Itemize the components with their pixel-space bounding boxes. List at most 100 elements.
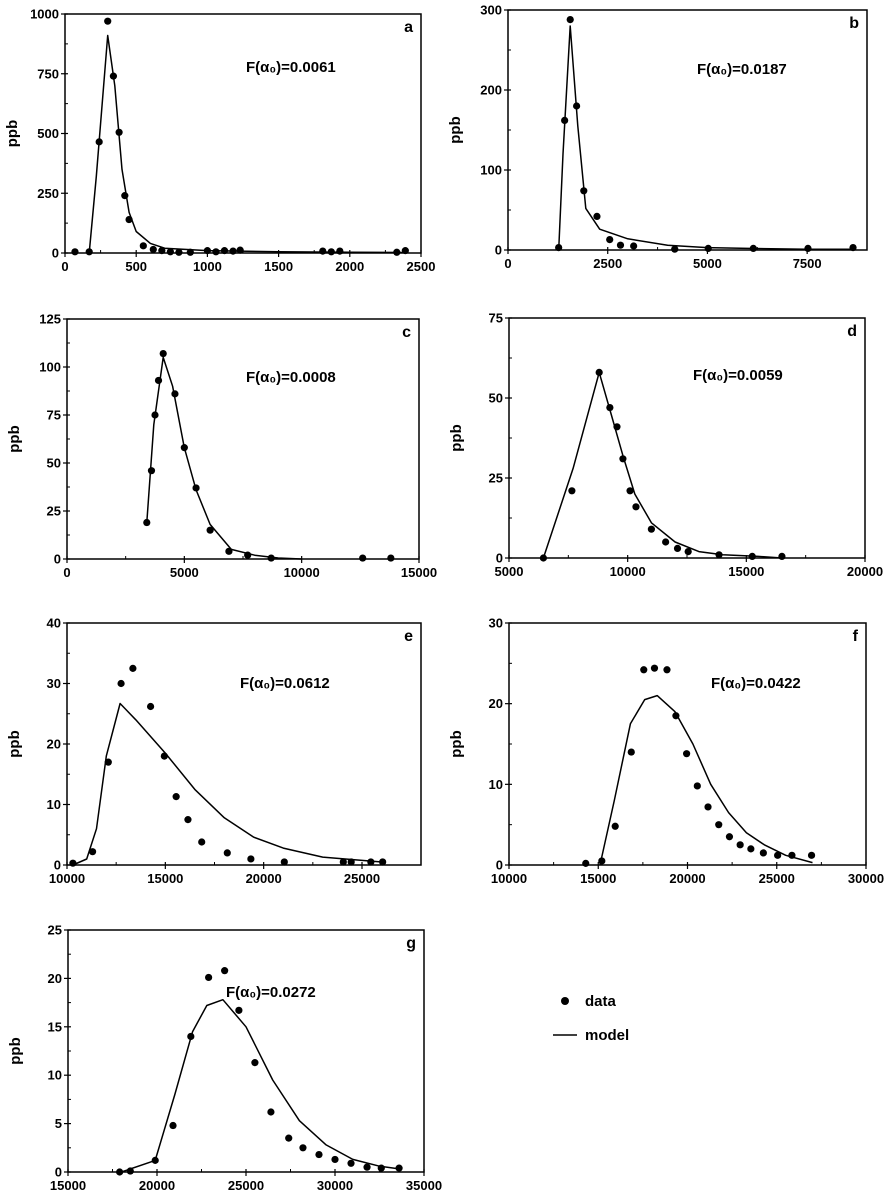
data-point-a-18 xyxy=(236,246,244,254)
data-point-b-8 xyxy=(630,242,638,250)
data-point-g-6 xyxy=(221,967,229,975)
model-line-e xyxy=(72,702,382,866)
ytick-label-g-1: 5 xyxy=(55,1116,62,1131)
data-point-b-2 xyxy=(566,16,574,24)
data-point-e-5 xyxy=(146,702,155,711)
data-point-b-6 xyxy=(606,236,614,244)
data-point-g-15 xyxy=(363,1163,371,1171)
data-point-f-0 xyxy=(582,859,590,867)
xtick-label-e-1: 15000 xyxy=(147,871,183,886)
xtick-label-g-1: 20000 xyxy=(139,1178,175,1193)
data-point-a-8 xyxy=(139,242,147,250)
legend-data-marker xyxy=(561,997,569,1005)
data-point-e-4 xyxy=(129,664,137,672)
data-point-g-14 xyxy=(347,1159,355,1167)
ytick-label-c-3: 75 xyxy=(47,408,61,423)
data-point-b-13 xyxy=(849,244,857,252)
model-line-a xyxy=(88,34,407,254)
panel-a: 0 250 500 750 1000 0 500 1000 1500 2000 2500 ppb a F(… xyxy=(4,7,435,275)
ytick-label-b-0: 0 xyxy=(495,243,502,258)
ytick-label-e-4: 40 xyxy=(47,616,61,631)
xtick-label-a-0: 0 xyxy=(61,259,68,274)
data-point-b-9 xyxy=(671,245,679,253)
ytick-label-a-0: 0 xyxy=(52,246,59,261)
data-point-f-11 xyxy=(715,821,723,829)
data-point-c-12 xyxy=(359,554,367,562)
ytick-label-a-2: 500 xyxy=(37,126,59,141)
data-point-f-4 xyxy=(640,666,648,674)
plot-frame-e xyxy=(66,622,422,866)
data-point-a-19 xyxy=(319,247,327,255)
model-line-c xyxy=(146,356,302,560)
data-point-g-8 xyxy=(251,1059,259,1067)
ytick-label-a-3: 750 xyxy=(37,66,59,81)
ytick-label-b-2: 200 xyxy=(480,83,502,98)
xtick-label-b-0: 0 xyxy=(504,256,511,271)
data-point-g-9 xyxy=(267,1108,275,1116)
data-point-d-7 xyxy=(632,503,640,511)
xtick-label-d-3: 20000 xyxy=(847,564,883,579)
data-point-g-13 xyxy=(331,1155,339,1164)
xtick-label-c-2: 10000 xyxy=(284,565,320,580)
ytick-label-d-2: 50 xyxy=(489,391,503,406)
data-point-e-12 xyxy=(280,858,288,866)
data-point-f-15 xyxy=(759,849,767,857)
data-point-g-7 xyxy=(235,1006,243,1014)
xtick-label-d-1: 10000 xyxy=(610,564,646,579)
plot-frame-g xyxy=(67,929,425,1173)
data-point-d-8 xyxy=(647,525,656,533)
panel-letter-g: g xyxy=(406,935,416,952)
panel-letter-d: d xyxy=(847,323,857,340)
ylabel-c: ppb xyxy=(6,425,23,453)
ytick-label-e-2: 20 xyxy=(47,737,61,752)
ylabel-f: ppb xyxy=(448,730,465,758)
data-point-f-10 xyxy=(704,803,712,811)
ytick-label-g-0: 0 xyxy=(55,1165,62,1180)
data-point-f-12 xyxy=(725,833,734,841)
annotation-a: F(α₀)=0.0061 xyxy=(246,59,336,76)
ytick-label-g-3: 15 xyxy=(48,1019,62,1034)
ytick-label-c-1: 25 xyxy=(47,504,61,519)
data-point-e-13 xyxy=(339,858,347,866)
xtick-label-f-0: 10000 xyxy=(491,871,527,886)
ytick-label-f-3: 30 xyxy=(489,616,503,631)
ylabel-a: ppb xyxy=(4,120,21,148)
ytick-label-f-0: 0 xyxy=(496,858,503,873)
ytick-label-g-4: 20 xyxy=(48,971,62,986)
data-point-d-11 xyxy=(684,548,692,556)
ylabel-b: ppb xyxy=(447,116,464,144)
data-point-a-10 xyxy=(158,247,166,255)
data-point-e-7 xyxy=(172,793,180,801)
xtick-label-a-1: 500 xyxy=(125,259,147,274)
xtick-label-f-1: 15000 xyxy=(580,871,616,886)
plot-frame-c xyxy=(66,318,420,560)
data-point-e-15 xyxy=(367,858,375,866)
model-line-f xyxy=(599,694,813,866)
data-point-g-3 xyxy=(169,1121,177,1130)
data-point-f-3 xyxy=(627,748,635,756)
ytick-label-b-1: 100 xyxy=(480,163,502,178)
panel-c: 0 25 50 75 100 125 0 5000 10000 15000 ppb c F(α₀)=0.… xyxy=(6,312,437,581)
legend-data-label: data xyxy=(585,993,617,1010)
data-point-a-15 xyxy=(212,248,220,256)
model-line-g xyxy=(121,998,402,1173)
ytick-label-c-4: 100 xyxy=(39,360,61,375)
data-point-g-5 xyxy=(205,973,213,982)
data-point-c-1 xyxy=(147,467,156,475)
ylabel-e: ppb xyxy=(6,730,23,758)
data-point-a-3 xyxy=(104,17,112,25)
ytick-label-b-3: 300 xyxy=(480,3,502,18)
xtick-label-f-3: 25000 xyxy=(759,871,795,886)
panel-letter-e: e xyxy=(404,628,413,645)
plot-frame-b xyxy=(507,9,868,251)
data-point-f-14 xyxy=(747,845,755,853)
data-point-g-0 xyxy=(116,1168,124,1176)
data-point-d-9 xyxy=(662,538,670,546)
ytick-label-f-1: 10 xyxy=(489,777,503,792)
data-point-e-1 xyxy=(88,848,97,856)
ytick-label-g-5: 25 xyxy=(48,923,62,938)
panel-letter-c: c xyxy=(402,324,411,341)
xtick-label-c-0: 0 xyxy=(63,565,70,580)
xtick-label-f-2: 20000 xyxy=(669,871,705,886)
data-point-e-2 xyxy=(104,758,112,766)
